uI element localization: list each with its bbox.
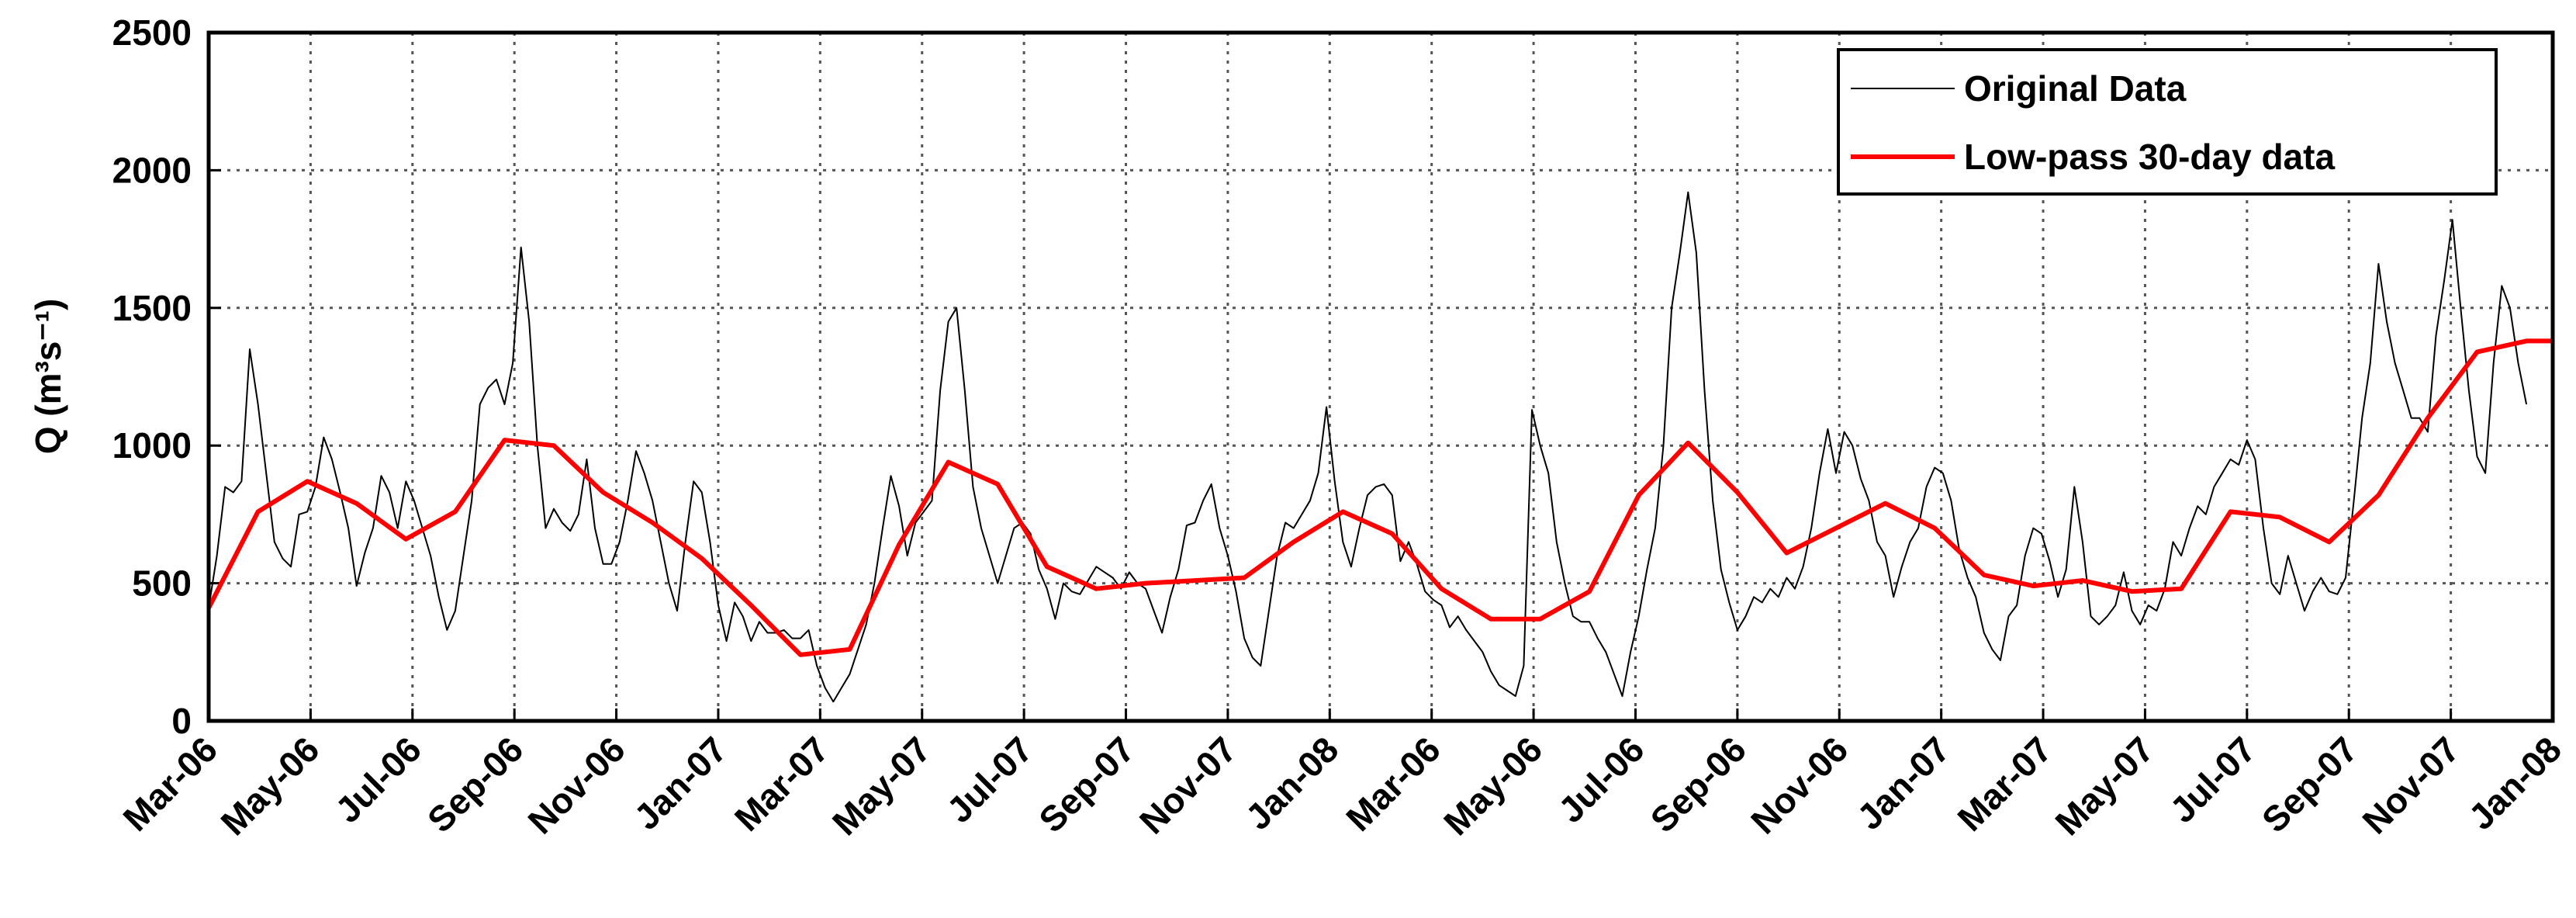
x-tick-label: Nov-07 [2354, 729, 2467, 841]
x-tick-label: Jan-07 [1849, 729, 1958, 837]
x-tick-label: Jul-06 [1551, 729, 1652, 830]
x-tick-label: Mar-07 [727, 729, 837, 839]
x-tick-label: Sep-07 [2254, 729, 2365, 840]
y-tick-label: 0 [171, 701, 192, 741]
x-tick-label: May-07 [825, 729, 939, 843]
y-tick-label: 1500 [112, 288, 192, 328]
x-tick-label: Jul-06 [327, 729, 429, 830]
data-line [208, 191, 2528, 703]
x-tick-label: Jan-08 [1238, 729, 1347, 837]
x-tick-label: Nov-06 [520, 729, 632, 841]
legend-box [1837, 48, 2498, 196]
x-tick-label: Sep-06 [1642, 729, 1753, 840]
y-tick-label: 1000 [112, 425, 192, 466]
x-tick-label: Mar-06 [115, 729, 225, 839]
x-tick-label: Jul-07 [939, 729, 1040, 830]
x-tick-label: May-06 [213, 729, 327, 843]
x-tick-label: Jul-07 [2162, 729, 2263, 830]
x-tick-label: Nov-07 [1132, 729, 1244, 841]
x-tick-label: Mar-07 [1949, 729, 2059, 839]
legend-label: Original Data [1964, 68, 2187, 109]
x-tick-label: May-07 [2047, 729, 2161, 843]
x-tick-label: Mar-06 [1338, 729, 1448, 839]
x-tick-label: Jan-07 [626, 729, 735, 837]
x-tick-label: May-06 [1436, 729, 1550, 843]
y-axis-label: Q (m³s⁻¹) [28, 299, 68, 455]
x-tick-label: Jan-08 [2460, 729, 2569, 837]
x-tick-label: Nov-06 [1743, 729, 1855, 841]
x-tick-label: Sep-07 [1031, 729, 1142, 840]
data-line [206, 338, 2551, 657]
plot-frame [206, 30, 2555, 723]
y-tick-label: 2000 [112, 150, 192, 190]
legend-label: Low-pass 30-day data [1964, 137, 2335, 177]
x-tick-label: Sep-06 [420, 729, 531, 840]
y-tick-label: 2500 [112, 12, 192, 53]
y-tick-label: 500 [132, 563, 192, 604]
